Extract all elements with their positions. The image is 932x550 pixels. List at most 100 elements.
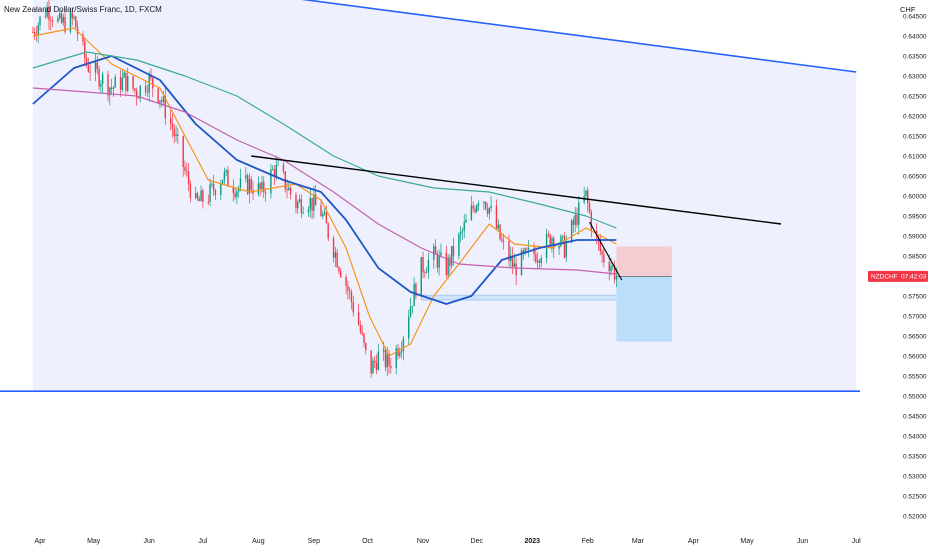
candle [139,84,141,103]
candle [420,256,422,297]
y-tick-label: 0.63000 [903,73,927,80]
candle-body [82,34,84,42]
candle [58,8,61,21]
x-tick-label: Nov [417,538,430,545]
candle-body [561,235,564,237]
x-tick-label: Oct [362,538,373,545]
candle [352,295,354,317]
y-tick-label: 0.64500 [903,13,927,20]
candle [289,186,292,200]
candle [311,197,313,220]
candle [187,162,190,192]
candle-body [71,12,73,19]
candle [169,109,172,131]
candle-body [461,230,464,232]
candle-body [152,77,154,89]
candle-body [551,238,553,247]
candle [236,189,238,205]
candles [32,0,618,379]
candle-body [73,16,75,19]
candle-body [125,72,127,91]
candle-body [307,209,310,213]
candle-body [361,332,363,334]
candle [302,206,304,215]
y-tick-label: 0.53000 [903,473,927,480]
candle [198,195,201,202]
candle-body [212,183,215,191]
candle [590,209,593,238]
candle [307,206,310,217]
candle-body [100,83,102,87]
candle-body [261,181,263,189]
candle-body [538,260,541,263]
candle-body [159,100,161,103]
candle-body [501,239,503,241]
candle [458,232,460,260]
candle [536,252,539,269]
candle-body [107,74,109,96]
candle-body [585,190,587,197]
moving-average-line [32,27,617,357]
candle [297,199,299,215]
candle-body [463,222,465,231]
candle-body [32,32,34,33]
candle [98,65,100,91]
candle [538,258,541,270]
candle [370,350,372,379]
candle [73,15,75,21]
candle [214,188,217,200]
candle [173,123,175,144]
candle-body [334,252,337,258]
candle-body [320,205,322,217]
candle [39,15,41,30]
candle-body [220,183,222,196]
candle [570,218,573,244]
candle-body [377,351,380,370]
candle-body [490,205,492,208]
y-tick-label: 0.57500 [903,293,927,300]
candle-body [485,201,487,209]
current-price-tag: NZDCHF 07:42:03 [868,270,928,282]
candle [483,200,485,211]
candle [234,187,236,200]
candle [476,204,478,214]
candle [46,1,48,19]
channel-upper-line [301,0,857,73]
candle-body [560,236,562,247]
candle-body [332,238,335,258]
candle-body [497,224,499,229]
price-tag-background [868,270,928,282]
candle [123,71,125,78]
candle-body [186,170,188,172]
candle [551,235,553,253]
candle [44,9,47,19]
candle-body [399,352,401,356]
candle [207,194,209,205]
candle [336,248,338,269]
candle-body [58,13,61,18]
currency-label: CHF [900,5,916,14]
candle [237,185,240,198]
candle-body [297,201,299,209]
candle-body [300,199,303,214]
candle-body [483,201,485,204]
candle-body [495,205,498,229]
candle-body [275,164,277,176]
candle-body [264,192,267,194]
candle-body [60,13,63,23]
candle [322,210,324,220]
candle-body [615,277,618,280]
candle-body [613,265,616,280]
candle-body [558,246,560,249]
candle-body [39,16,41,25]
candle-body [119,76,122,90]
candle-body [508,241,510,261]
candle-body [411,306,414,307]
candle-body [359,324,362,333]
candle [463,214,465,239]
candle-body [311,197,313,211]
price-axis: 0.64500 0.64000 0.63500 0.63000 0.62500 0.620… [903,13,927,520]
candle-body [175,134,177,137]
candle [209,178,211,206]
